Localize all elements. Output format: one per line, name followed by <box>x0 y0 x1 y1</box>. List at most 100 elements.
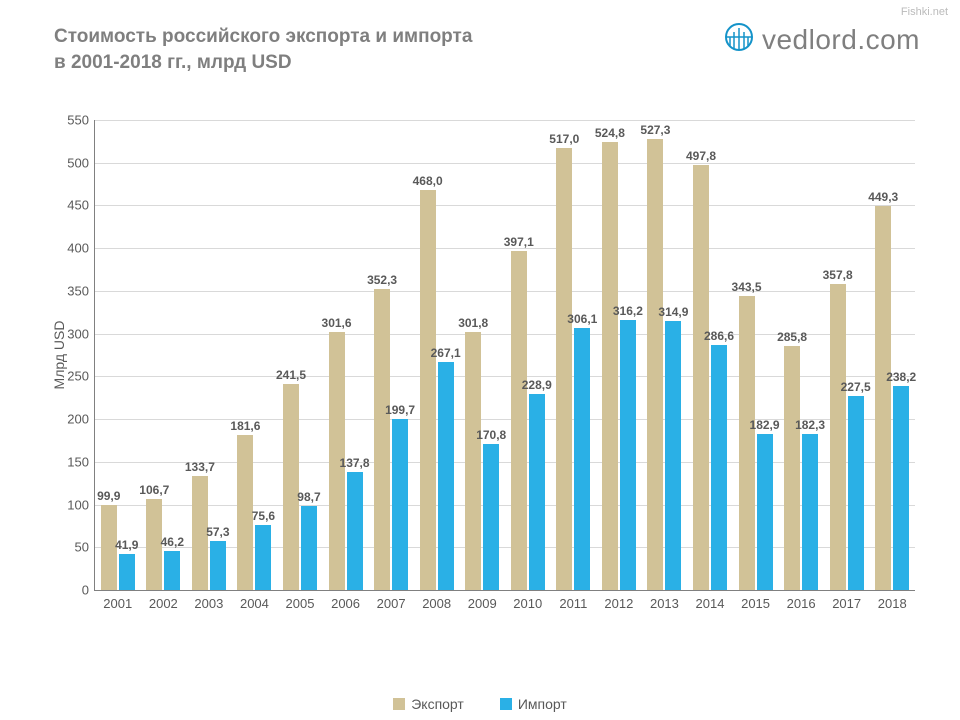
grid-line <box>95 120 915 121</box>
bar-label-import: 137,8 <box>340 456 370 470</box>
bar-group: 99,941,9 <box>95 505 141 590</box>
bar-import: 267,1 <box>438 362 454 590</box>
bar-import: 75,6 <box>255 525 271 590</box>
bar-label-import: 286,6 <box>704 329 734 343</box>
y-tick-label: 100 <box>67 497 89 512</box>
legend-item-export: Экспорт <box>393 696 464 712</box>
logo: vedlord.com <box>724 22 920 57</box>
grid-line <box>95 163 915 164</box>
y-tick-label: 200 <box>67 412 89 427</box>
chart-title: Стоимость российского экспорта и импорта… <box>54 24 472 75</box>
x-tick-label: 2018 <box>878 596 907 611</box>
bar-label-import: 314,9 <box>658 305 688 319</box>
bar-label-import: 306,1 <box>567 312 597 326</box>
bar-label-export: 524,8 <box>595 126 625 140</box>
bar-import: 316,2 <box>620 320 636 590</box>
bar-label-import: 41,9 <box>115 538 138 552</box>
bar-label-import: 57,3 <box>206 525 229 539</box>
bar-label-export: 133,7 <box>185 460 215 474</box>
x-tick-label: 2008 <box>422 596 451 611</box>
legend: Экспорт Импорт <box>0 696 960 712</box>
y-tick-label: 0 <box>82 583 89 598</box>
bar-import: 170,8 <box>483 444 499 590</box>
legend-swatch-export <box>393 698 405 710</box>
bar-import: 314,9 <box>665 321 681 590</box>
bar-label-export: 285,8 <box>777 330 807 344</box>
bar-label-export: 301,8 <box>458 316 488 330</box>
header: Стоимость российского экспорта и импорта… <box>54 24 920 75</box>
bar-group: 343,5182,9 <box>733 296 779 590</box>
bar-group: 449,3238,2 <box>869 206 915 590</box>
bar-label-export: 397,1 <box>504 235 534 249</box>
legend-label-import: Импорт <box>518 696 567 712</box>
bar-label-export: 357,8 <box>823 268 853 282</box>
bar-label-import: 170,8 <box>476 428 506 442</box>
bar-label-import: 182,3 <box>795 418 825 432</box>
y-axis-title: Млрд USD <box>51 321 67 390</box>
bar-group: 352,3199,7 <box>368 289 414 590</box>
x-tick-label: 2002 <box>149 596 178 611</box>
bar-group: 301,8170,8 <box>459 332 505 590</box>
bar-group: 527,3314,9 <box>642 139 688 590</box>
bar-export: 352,3 <box>374 289 390 590</box>
bar-export: 241,5 <box>283 384 299 590</box>
globe-icon <box>724 22 754 57</box>
bar-export: 517,0 <box>556 148 572 590</box>
bar-label-import: 182,9 <box>750 418 780 432</box>
bar-label-export: 241,5 <box>276 368 306 382</box>
bar-group: 357,8227,5 <box>824 284 870 590</box>
bar-label-import: 199,7 <box>385 403 415 417</box>
x-tick-label: 2016 <box>787 596 816 611</box>
y-tick-label: 500 <box>67 155 89 170</box>
bar-export: 468,0 <box>420 190 436 590</box>
logo-text: vedlord.com <box>762 24 920 56</box>
grid-line <box>95 205 915 206</box>
bar-label-import: 227,5 <box>841 380 871 394</box>
title-block: Стоимость российского экспорта и импорта… <box>54 24 472 75</box>
bar-label-export: 449,3 <box>868 190 898 204</box>
bar-group: 497,8286,6 <box>687 165 733 590</box>
bar-export: 527,3 <box>647 139 663 590</box>
y-tick-label: 250 <box>67 369 89 384</box>
bar-export: 301,8 <box>465 332 481 590</box>
watermark: Fishki.net <box>901 6 948 18</box>
bar-import: 57,3 <box>210 541 226 590</box>
bar-label-export: 181,6 <box>230 419 260 433</box>
bar-import: 199,7 <box>392 419 408 590</box>
bar-export: 524,8 <box>602 142 618 590</box>
bar-label-export: 497,8 <box>686 149 716 163</box>
bar-import: 46,2 <box>164 551 180 590</box>
bar-group: 397,1228,9 <box>505 251 551 590</box>
y-tick-label: 400 <box>67 241 89 256</box>
bar-label-import: 228,9 <box>522 378 552 392</box>
bar-label-import: 238,2 <box>886 370 916 384</box>
bar-label-export: 527,3 <box>640 123 670 137</box>
title-line-2: в 2001-2018 гг., млрд USD <box>54 52 292 73</box>
y-tick-label: 550 <box>67 113 89 128</box>
bar-import: 182,9 <box>757 434 773 590</box>
y-tick-label: 350 <box>67 283 89 298</box>
bar-import: 41,9 <box>119 554 135 590</box>
bar-export: 397,1 <box>511 251 527 590</box>
bar-label-import: 267,1 <box>431 346 461 360</box>
bar-group: 285,8182,3 <box>778 346 824 590</box>
x-tick-label: 2015 <box>741 596 770 611</box>
bar-import: 98,7 <box>301 506 317 590</box>
bar-label-export: 517,0 <box>549 132 579 146</box>
y-tick-label: 450 <box>67 198 89 213</box>
bar-group: 106,746,2 <box>141 499 187 590</box>
x-tick-label: 2009 <box>468 596 497 611</box>
bar-group: 241,598,7 <box>277 384 323 590</box>
bar-group: 517,0306,1 <box>551 148 597 590</box>
x-tick-label: 2004 <box>240 596 269 611</box>
x-tick-label: 2014 <box>696 596 725 611</box>
chart: Млрд USD 0501001502002503003504004505005… <box>54 120 934 630</box>
x-tick-label: 2007 <box>377 596 406 611</box>
bar-export: 497,8 <box>693 165 709 590</box>
bar-label-export: 99,9 <box>97 489 120 503</box>
legend-label-export: Экспорт <box>411 696 464 712</box>
x-tick-label: 2013 <box>650 596 679 611</box>
page: Fishki.net Стоимость российского экспорт… <box>0 0 960 720</box>
bar-label-export: 301,6 <box>322 316 352 330</box>
bar-label-export: 106,7 <box>139 483 169 497</box>
